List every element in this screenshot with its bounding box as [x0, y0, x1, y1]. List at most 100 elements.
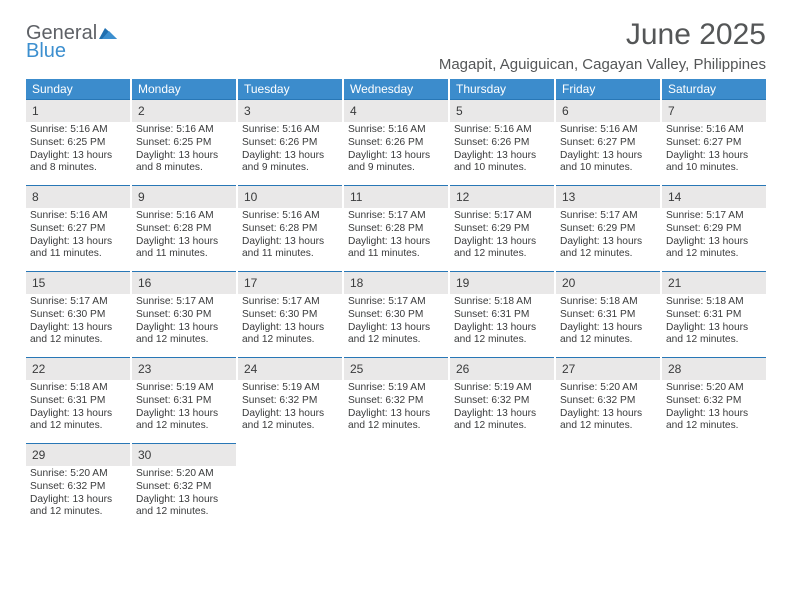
- day-info: Sunrise: 5:16 AMSunset: 6:26 PMDaylight:…: [454, 124, 550, 175]
- daynum-row: 17: [238, 271, 342, 294]
- day-info: Sunrise: 5:16 AMSunset: 6:27 PMDaylight:…: [30, 210, 126, 261]
- month-title: June 2025: [439, 18, 766, 52]
- day-number: 18: [350, 276, 363, 290]
- day-cell: 23Sunrise: 5:19 AMSunset: 6:31 PMDayligh…: [132, 357, 236, 443]
- day-info: Sunrise: 5:18 AMSunset: 6:31 PMDaylight:…: [30, 382, 126, 433]
- dow-header: Sunday: [26, 79, 130, 99]
- daynum-row: 21: [662, 271, 766, 294]
- daynum-row: 23: [132, 357, 236, 380]
- day-number: 20: [562, 276, 575, 290]
- daynum-row: 15: [26, 271, 130, 294]
- day-info: Sunrise: 5:18 AMSunset: 6:31 PMDaylight:…: [454, 296, 550, 347]
- day-number: 29: [32, 448, 45, 462]
- daynum-row: 7: [662, 99, 766, 122]
- day-number: 4: [350, 104, 357, 118]
- day-cell: 20 Sunrise: 5:18 AMSunset: 6:31 PMDayligh…: [556, 271, 660, 357]
- dow-header: Wednesday: [344, 79, 448, 99]
- daynum-row: 4: [344, 99, 448, 122]
- day-number: 2: [138, 104, 145, 118]
- day-cell: 9Sunrise: 5:16 AMSunset: 6:28 PMDaylight…: [132, 185, 236, 271]
- dow-header: Friday: [556, 79, 660, 99]
- daynum-row: 26: [450, 357, 554, 380]
- day-cell: 5Sunrise: 5:16 AMSunset: 6:26 PMDaylight…: [450, 99, 554, 185]
- daynum-row: 1: [26, 99, 130, 122]
- calendar-grid: SundayMondayTuesdayWednesdayThursdayFrid…: [26, 79, 766, 529]
- day-cell: 10 Sunrise: 5:16 AMSunset: 6:28 PMDayligh…: [238, 185, 342, 271]
- day-info: Sunrise: 5:18 AMSunset: 6:31 PMDaylight:…: [560, 296, 656, 347]
- day-info: Sunrise: 5:16 AMSunset: 6:27 PMDaylight:…: [666, 124, 762, 175]
- day-cell: 14 Sunrise: 5:17 AMSunset: 6:29 PMDayligh…: [662, 185, 766, 271]
- day-number: 15: [32, 276, 45, 290]
- day-number: 28: [668, 362, 681, 376]
- day-cell: 11Sunrise: 5:17 AMSunset: 6:28 PMDayligh…: [344, 185, 448, 271]
- day-number: 11: [350, 190, 362, 204]
- day-number: 26: [456, 362, 469, 376]
- day-cell: 25Sunrise: 5:19 AMSunset: 6:32 PMDayligh…: [344, 357, 448, 443]
- day-info: Sunrise: 5:19 AMSunset: 6:31 PMDaylight:…: [136, 382, 232, 433]
- daynum-row: 12: [450, 185, 554, 208]
- daynum-row: 10: [238, 185, 342, 208]
- daynum-row: 24: [238, 357, 342, 380]
- day-info: Sunrise: 5:18 AMSunset: 6:31 PMDaylight:…: [666, 296, 762, 347]
- day-info: Sunrise: 5:17 AMSunset: 6:29 PMDaylight:…: [666, 210, 762, 261]
- daynum-row: 13: [556, 185, 660, 208]
- day-info: Sunrise: 5:16 AMSunset: 6:25 PMDaylight:…: [30, 124, 126, 175]
- day-info: Sunrise: 5:19 AMSunset: 6:32 PMDaylight:…: [242, 382, 338, 433]
- daynum-row: 11: [344, 185, 448, 208]
- day-info: Sunrise: 5:16 AMSunset: 6:27 PMDaylight:…: [560, 124, 656, 175]
- day-number: 14: [668, 190, 681, 204]
- day-number: 25: [350, 362, 363, 376]
- blank-cell: [450, 443, 554, 529]
- logo-blue: Blue: [26, 40, 66, 62]
- day-cell: 28 Sunrise: 5:20 AMSunset: 6:32 PMDayligh…: [662, 357, 766, 443]
- day-number: 10: [244, 190, 257, 204]
- day-cell: 12Sunrise: 5:17 AMSunset: 6:29 PMDayligh…: [450, 185, 554, 271]
- daynum-row: 2: [132, 99, 236, 122]
- day-cell: 2 Sunrise: 5:16 AMSunset: 6:25 PMDaylight…: [132, 99, 236, 185]
- day-cell: 1 Sunrise: 5:16 AMSunset: 6:25 PMDaylight…: [26, 99, 130, 185]
- daynum-row: 9: [132, 185, 236, 208]
- day-cell: 19 Sunrise: 5:18 AMSunset: 6:31 PMDayligh…: [450, 271, 554, 357]
- day-info: Sunrise: 5:17 AMSunset: 6:30 PMDaylight:…: [348, 296, 444, 347]
- day-cell: 24Sunrise: 5:19 AMSunset: 6:32 PMDayligh…: [238, 357, 342, 443]
- day-info: Sunrise: 5:16 AMSunset: 6:28 PMDaylight:…: [242, 210, 338, 261]
- day-number: 8: [32, 190, 39, 204]
- day-info: Sunrise: 5:17 AMSunset: 6:30 PMDaylight:…: [30, 296, 126, 347]
- daynum-row: 20: [556, 271, 660, 294]
- day-info: Sunrise: 5:20 AMSunset: 6:32 PMDaylight:…: [30, 468, 126, 519]
- day-cell: 27Sunrise: 5:20 AMSunset: 6:32 PMDayligh…: [556, 357, 660, 443]
- title-block: June 2025 Magapit, Aguiguican, Cagayan V…: [439, 18, 766, 73]
- header: General Blue June 2025 Magapit, Aguiguic…: [26, 18, 766, 73]
- blank-cell: [344, 443, 448, 529]
- daynum-row: 3: [238, 99, 342, 122]
- daynum-row: 27: [556, 357, 660, 380]
- dow-header: Monday: [132, 79, 236, 99]
- day-info: Sunrise: 5:16 AMSunset: 6:26 PMDaylight:…: [348, 124, 444, 175]
- day-number: 3: [244, 104, 251, 118]
- day-cell: 16Sunrise: 5:17 AMSunset: 6:30 PMDayligh…: [132, 271, 236, 357]
- day-cell: 17Sunrise: 5:17 AMSunset: 6:30 PMDayligh…: [238, 271, 342, 357]
- daynum-row: 25: [344, 357, 448, 380]
- day-info: Sunrise: 5:16 AMSunset: 6:25 PMDaylight:…: [136, 124, 232, 175]
- day-number: 21: [668, 276, 681, 290]
- dow-header: Tuesday: [238, 79, 342, 99]
- day-info: Sunrise: 5:20 AMSunset: 6:32 PMDaylight:…: [666, 382, 762, 433]
- day-cell: 13Sunrise: 5:17 AMSunset: 6:29 PMDayligh…: [556, 185, 660, 271]
- blank-cell: [238, 443, 342, 529]
- day-number: 9: [138, 190, 145, 204]
- day-cell: 18 Sunrise: 5:17 AMSunset: 6:30 PMDayligh…: [344, 271, 448, 357]
- day-number: 19: [456, 276, 469, 290]
- day-number: 30: [138, 448, 151, 462]
- daynum-row: 18: [344, 271, 448, 294]
- day-info: Sunrise: 5:20 AMSunset: 6:32 PMDaylight:…: [560, 382, 656, 433]
- day-number: 6: [562, 104, 569, 118]
- day-cell: 3Sunrise: 5:16 AMSunset: 6:26 PMDaylight…: [238, 99, 342, 185]
- day-cell: 26Sunrise: 5:19 AMSunset: 6:32 PMDayligh…: [450, 357, 554, 443]
- day-cell: 22Sunrise: 5:18 AMSunset: 6:31 PMDayligh…: [26, 357, 130, 443]
- day-number: 1: [32, 104, 39, 118]
- day-number: 13: [562, 190, 575, 204]
- day-info: Sunrise: 5:17 AMSunset: 6:30 PMDaylight:…: [242, 296, 338, 347]
- day-info: Sunrise: 5:17 AMSunset: 6:29 PMDaylight:…: [454, 210, 550, 261]
- daynum-row: 6: [556, 99, 660, 122]
- day-cell: 8 Sunrise: 5:16 AMSunset: 6:27 PMDaylight…: [26, 185, 130, 271]
